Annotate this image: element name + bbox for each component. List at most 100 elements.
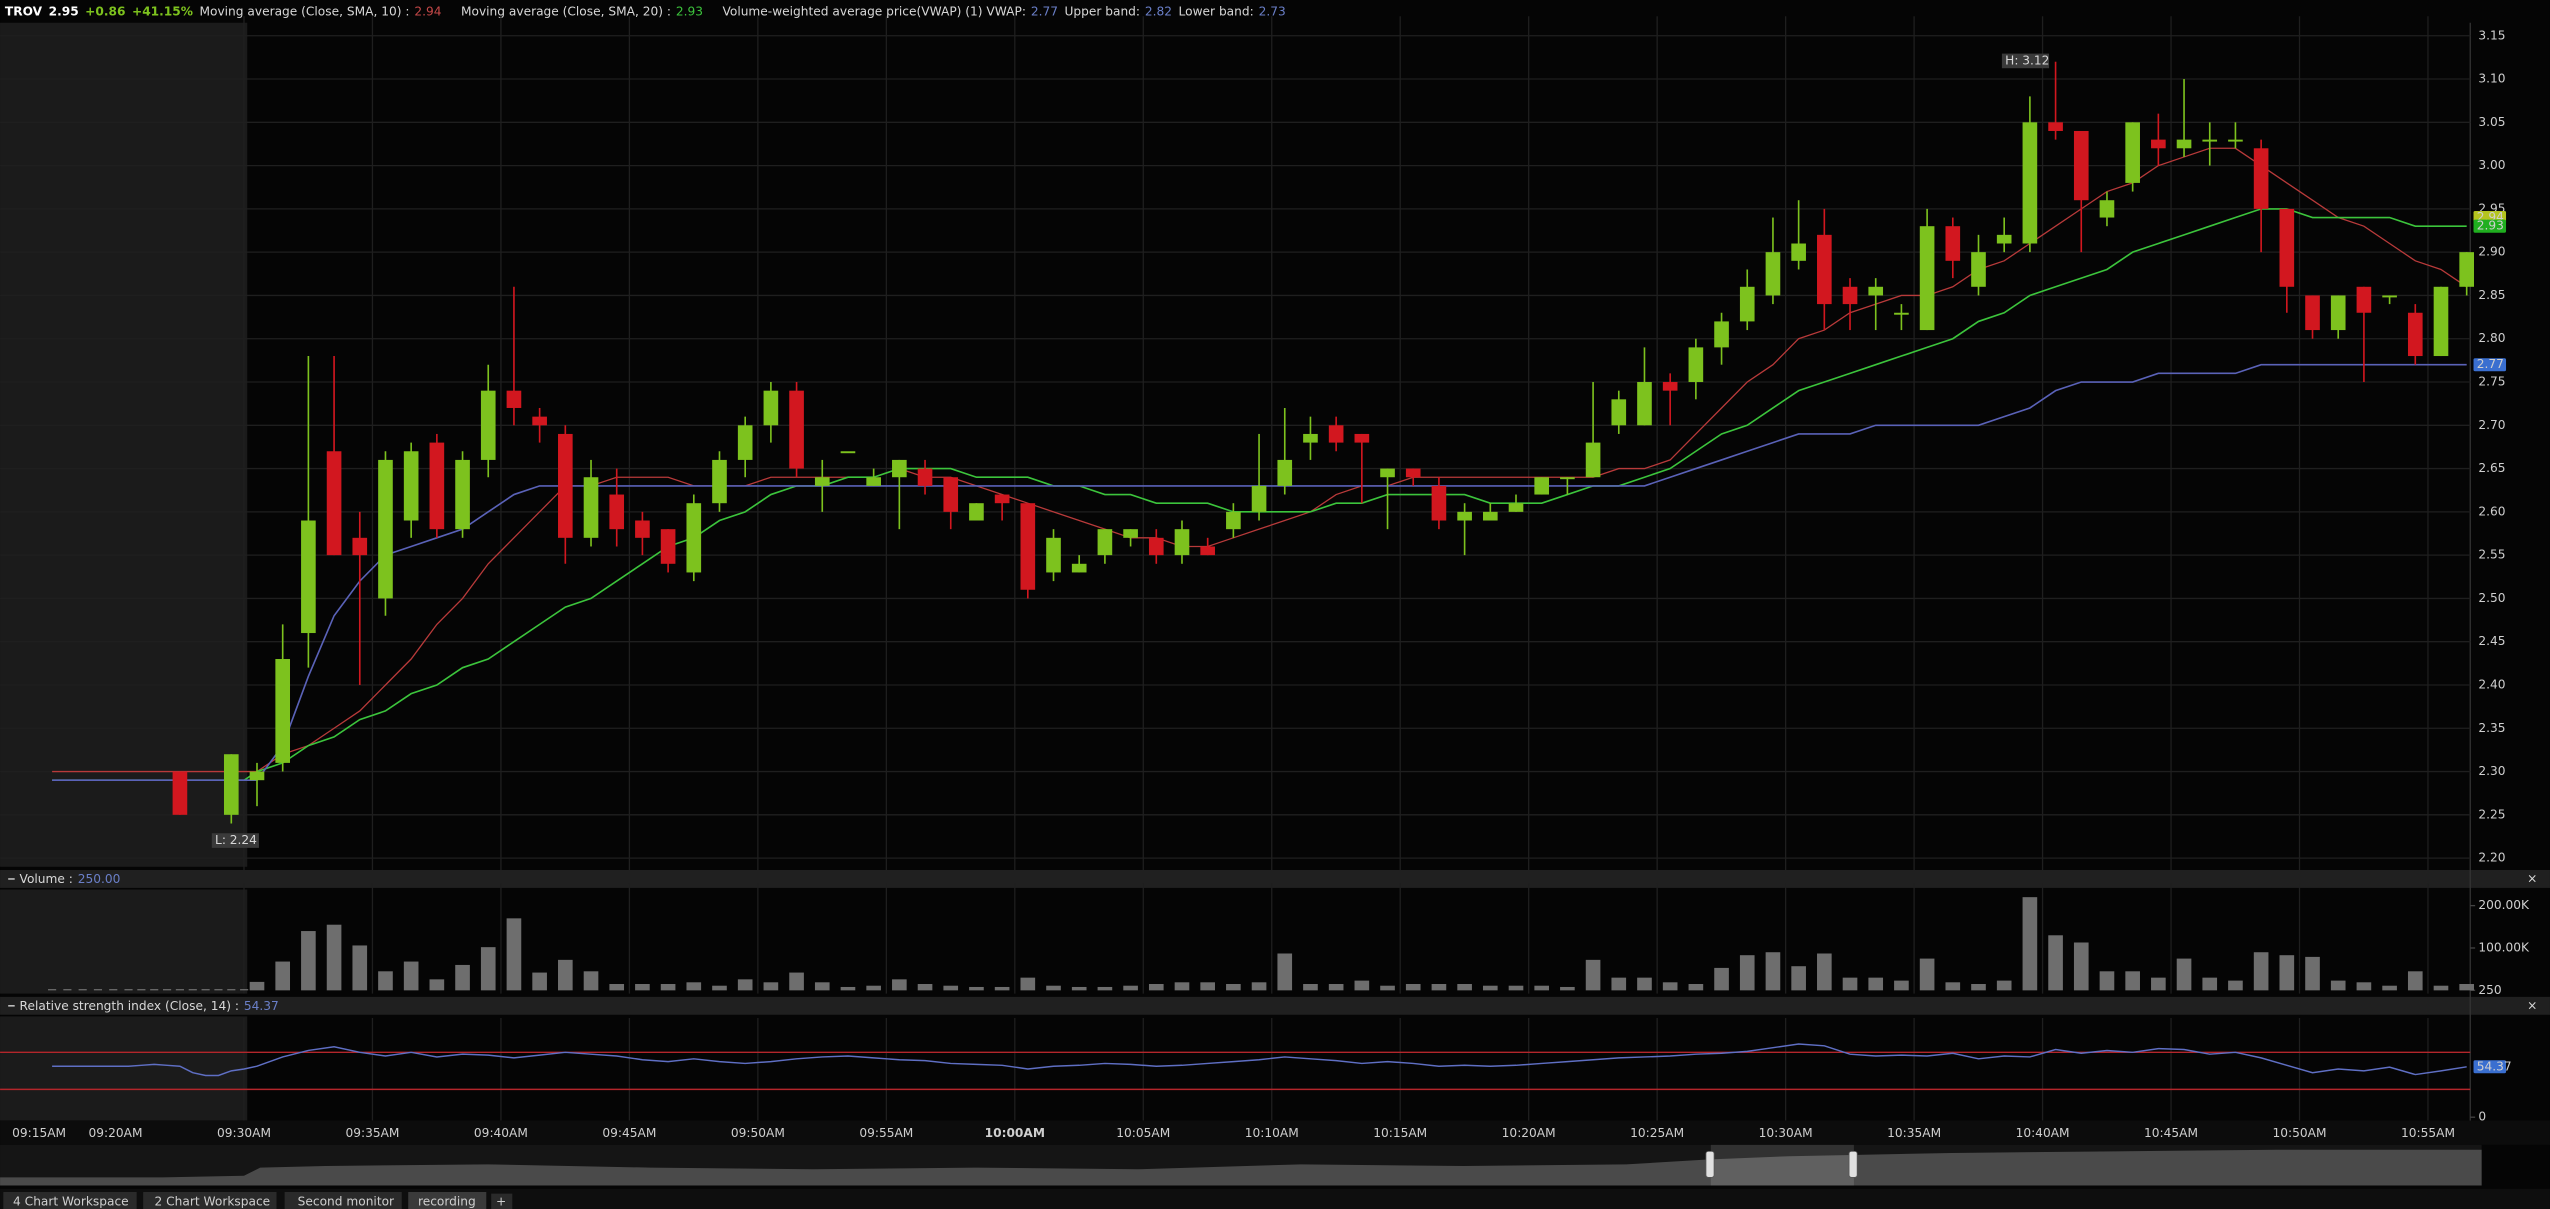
- tab-label[interactable]: 2 Chart Workspace: [155, 1194, 271, 1208]
- x-tick-label: 10:40AM: [2016, 1126, 2070, 1140]
- candle-body: [1354, 433, 1370, 443]
- candle-body: [558, 433, 573, 538]
- candle-body: [1457, 511, 1472, 521]
- tab-label[interactable]: recording: [418, 1194, 476, 1208]
- candle-body: [2356, 286, 2372, 313]
- volume-bar: [866, 985, 881, 991]
- indicator-name: Moving average (Close, SMA, 10) :: [199, 4, 409, 18]
- candle-body: [378, 459, 393, 599]
- volume-bar: [1945, 982, 1961, 991]
- volume-bar: [2305, 956, 2320, 991]
- candle-body: [1508, 503, 1524, 512]
- tab-label[interactable]: Second monitor: [298, 1194, 395, 1208]
- rsi-line: [52, 1043, 2467, 1077]
- volume-bar: [789, 972, 804, 991]
- panel-value: 250.00: [78, 871, 121, 885]
- y-tick-label: 2.85: [2478, 288, 2505, 302]
- candle-body: [352, 537, 368, 556]
- candle-body: [172, 771, 188, 815]
- volume-bar: [635, 984, 650, 991]
- volume-bar: [2202, 977, 2218, 991]
- candle-body: [2151, 139, 2166, 149]
- x-tick-label: 10:10AM: [1245, 1126, 1299, 1140]
- volume-bar: [583, 971, 599, 991]
- candle-body: [480, 390, 496, 460]
- volume-bar: [1174, 982, 1190, 991]
- volume-bar: [892, 979, 907, 991]
- close-icon[interactable]: ×: [2527, 998, 2537, 1012]
- tab[interactable]: [491, 1193, 513, 1209]
- y-tick-label: 2.75: [2478, 375, 2505, 389]
- candle-body: [635, 520, 650, 538]
- candle-body: [275, 659, 291, 763]
- tab[interactable]: [284, 1192, 402, 1209]
- candle-body: [1534, 477, 1550, 495]
- value-badge: [2473, 219, 2507, 233]
- band-value: 2.73: [1259, 4, 1286, 18]
- volume-bar: [227, 989, 236, 991]
- y-tick-label: 2.25: [2478, 807, 2505, 821]
- candle-body: [1585, 442, 1601, 478]
- tab-label[interactable]: +: [496, 1194, 506, 1208]
- volume-bar: [1328, 984, 1344, 991]
- candle-body: [2022, 122, 2038, 244]
- volume-bar: [201, 989, 210, 991]
- close-icon[interactable]: ×: [2527, 871, 2537, 885]
- candle-body: [2433, 286, 2449, 357]
- candle-body: [1303, 433, 1318, 443]
- y-tick-label: 3.05: [2478, 115, 2505, 129]
- volume-bar: [1817, 953, 1832, 991]
- annotation-box: [2001, 53, 2050, 69]
- candle-body: [609, 494, 625, 530]
- volume-bar: [1277, 953, 1293, 991]
- premarket-shade: [0, 22, 248, 867]
- volume-bar: [150, 989, 159, 991]
- candle-body: [1328, 425, 1344, 443]
- tab-label[interactable]: 4 Chart Workspace: [13, 1194, 129, 1208]
- candle-body: [1611, 399, 1627, 426]
- tabs: 4 Chart Workspace 2 Chart Workspace Seco…: [3, 1192, 513, 1209]
- volume-bar: [2022, 897, 2038, 991]
- candle-body: [1405, 468, 1421, 478]
- volume-bar: [163, 989, 172, 991]
- volume-bar: [1071, 986, 1087, 991]
- candle-body: [326, 451, 342, 556]
- navigator-handle[interactable]: [1705, 1150, 1715, 1178]
- x-tick-label: 09:35AM: [345, 1126, 399, 1140]
- volume-bar: [1534, 985, 1550, 991]
- volume-bar: [275, 961, 291, 991]
- y-tick-label: 2.35: [2478, 721, 2505, 735]
- candle-body: [2099, 200, 2115, 218]
- premarket-shade: [0, 1016, 248, 1121]
- candle-body: [2279, 208, 2295, 287]
- volume-bar: [2382, 985, 2397, 991]
- candle-body: [2073, 130, 2089, 201]
- candle-body: [2407, 312, 2423, 357]
- volume-bar: [1251, 982, 1267, 991]
- volume-bar: [2330, 980, 2346, 991]
- volume-bar: [1662, 982, 1678, 991]
- candle-body: [2459, 252, 2474, 287]
- volume-bar: [124, 989, 133, 991]
- y-tick-label: 2.55: [2478, 548, 2505, 562]
- volume-bar: [378, 971, 393, 991]
- candle-body: [1071, 563, 1087, 573]
- navigator-window[interactable]: [1710, 1144, 1854, 1186]
- x-tick-label: 10:45AM: [2144, 1126, 2198, 1140]
- volume-bar: [558, 959, 573, 991]
- y-tick-label: 3.00: [2478, 158, 2505, 172]
- volume-bar: [63, 989, 72, 991]
- candle-body: [1277, 459, 1293, 486]
- candle-body: [2330, 295, 2346, 331]
- symbol: TROV: [5, 4, 43, 18]
- navigator-handle[interactable]: [1848, 1150, 1858, 1178]
- tab[interactable]: [408, 1192, 487, 1209]
- tab[interactable]: [143, 1192, 277, 1209]
- volume-bar: [737, 979, 753, 991]
- navigator-area: [0, 1149, 2482, 1186]
- candle-body: [455, 459, 470, 530]
- tab[interactable]: [3, 1192, 137, 1209]
- y-tick-label: 2.50: [2478, 591, 2505, 605]
- volume-bar: [1637, 977, 1652, 991]
